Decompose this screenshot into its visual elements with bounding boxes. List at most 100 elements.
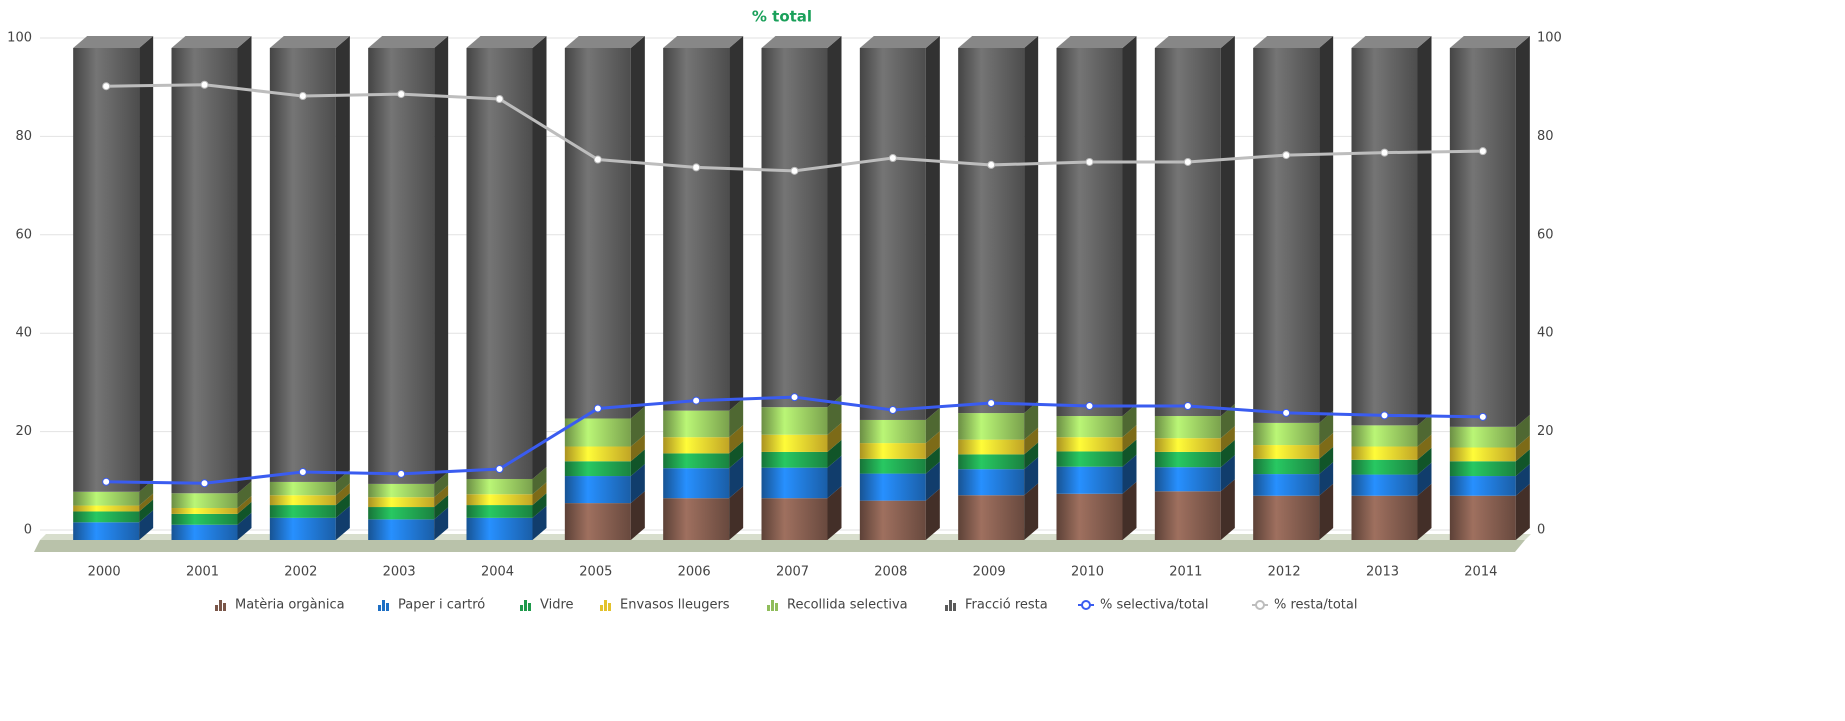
bar-side <box>729 398 744 438</box>
bar-side <box>237 512 252 540</box>
bar-segment <box>368 48 435 484</box>
legend-icon <box>1081 600 1091 610</box>
y2-tick-label: 0 <box>1537 523 1545 538</box>
x-tick-label: 2012 <box>1268 565 1301 580</box>
floor <box>34 540 1525 552</box>
bar-side <box>139 499 154 523</box>
bar-segment <box>368 519 435 540</box>
legend-icon <box>767 605 770 611</box>
x-tick-label: 2003 <box>383 565 416 580</box>
bar-side <box>1417 483 1432 540</box>
line-point <box>1085 402 1094 411</box>
bar-side <box>827 36 842 408</box>
line-point <box>102 82 111 91</box>
bar-segment <box>1351 425 1418 447</box>
legend-label: Matèria orgànica <box>235 598 345 613</box>
bar-side <box>1122 439 1137 467</box>
bar-segment <box>269 517 336 540</box>
bar-side <box>827 486 842 540</box>
bar-side <box>827 422 842 452</box>
bar-segment <box>859 48 926 420</box>
bar-top <box>958 36 1039 48</box>
bar-top <box>859 36 940 48</box>
bar-side <box>1515 435 1530 462</box>
bar-segment <box>663 468 730 499</box>
bar-segment <box>73 48 140 492</box>
x-tick-label: 2005 <box>579 565 612 580</box>
bar-side <box>237 36 252 494</box>
bar-top <box>564 36 645 48</box>
line-point <box>1478 412 1487 421</box>
bar-segment <box>269 495 336 506</box>
x-tick-label: 2002 <box>284 565 317 580</box>
bar-side <box>532 36 547 479</box>
line-point <box>1478 147 1487 156</box>
bar-segment <box>1449 461 1516 477</box>
bar-segment <box>1253 445 1320 459</box>
bar-segment <box>1056 416 1123 438</box>
bar-top <box>368 36 449 48</box>
legend-icon <box>528 603 531 611</box>
bar-segment <box>859 473 926 501</box>
bar-top <box>1253 36 1334 48</box>
legend-icon <box>520 605 523 611</box>
bar-segment <box>1154 491 1221 540</box>
bar-segment <box>564 476 631 504</box>
bar-side <box>1319 433 1334 459</box>
bar-side <box>335 493 350 518</box>
bar-side <box>729 441 744 469</box>
chart-subtitle: % total <box>752 8 812 26</box>
line-point <box>298 92 307 101</box>
legend-icon <box>524 600 527 611</box>
x-tick-label: 2014 <box>1464 565 1497 580</box>
bar-segment <box>1253 422 1320 446</box>
bar-segment <box>1351 459 1418 475</box>
bar-segment <box>663 498 730 540</box>
bar-side <box>335 469 350 496</box>
bar-segment <box>1351 474 1418 496</box>
y2-tick-label: 20 <box>1537 424 1554 439</box>
bar-segment <box>1154 416 1221 439</box>
bar-side <box>925 446 940 474</box>
bar-segment <box>564 48 631 419</box>
bar-top <box>466 36 547 48</box>
line-point <box>692 396 701 405</box>
legend-icon <box>953 603 956 611</box>
bar-side <box>434 495 449 520</box>
bar-segment <box>269 48 336 482</box>
bar-segment <box>663 410 730 438</box>
bar-top <box>1056 36 1137 48</box>
bar-segment <box>368 507 435 520</box>
line-point <box>888 154 897 163</box>
legend-label: % selectiva/total <box>1100 598 1209 613</box>
bar-segment <box>859 458 926 474</box>
bar-side <box>139 479 154 506</box>
bar-side <box>1024 427 1039 455</box>
bar-side <box>729 486 744 540</box>
legend-icon <box>775 603 778 611</box>
bar-segment <box>958 48 1025 414</box>
bar-side <box>729 425 744 454</box>
bar-segment <box>1154 48 1221 417</box>
bar-segment <box>171 508 238 514</box>
line-point <box>200 479 209 488</box>
line-point <box>1282 408 1291 417</box>
y2-tick-label: 100 <box>1537 31 1562 46</box>
bar-side <box>1515 464 1530 496</box>
bar-side <box>1515 414 1530 448</box>
bar-side <box>1417 434 1432 460</box>
bar-top <box>1154 36 1235 48</box>
legend-label: % resta/total <box>1274 598 1357 613</box>
bar-segment <box>1449 495 1516 540</box>
y-tick-label: 80 <box>15 129 32 144</box>
line-point <box>298 467 307 476</box>
bar-top <box>73 36 154 48</box>
bar-side <box>827 439 842 468</box>
bar-segment <box>1351 446 1418 460</box>
bar-segment <box>171 493 238 509</box>
bar-segment <box>466 505 533 518</box>
x-tick-label: 2007 <box>776 565 809 580</box>
legend-label: Fracció resta <box>965 598 1048 613</box>
line-point <box>593 155 602 164</box>
bar-segment <box>1449 426 1516 448</box>
